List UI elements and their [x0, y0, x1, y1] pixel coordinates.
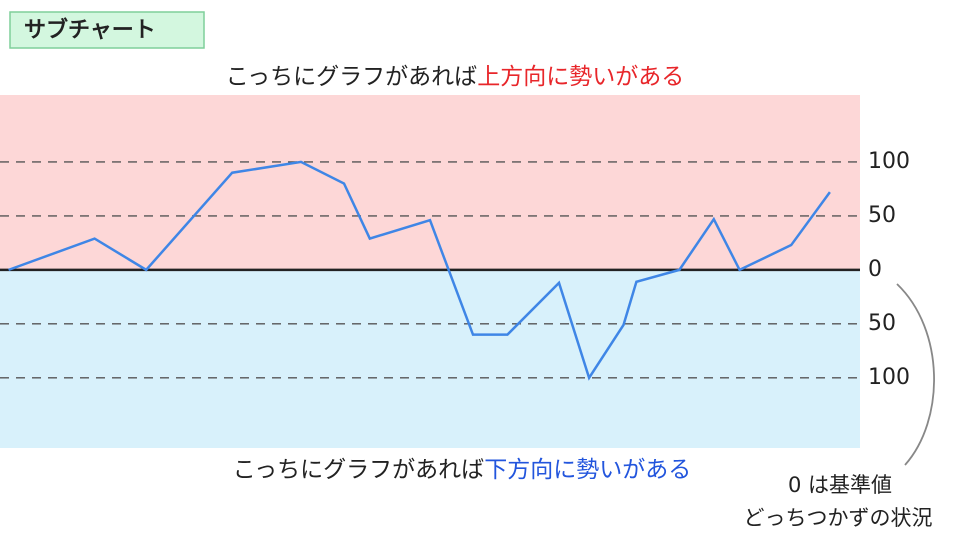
caption-text: こっちにグラフがあれば — [226, 64, 477, 90]
series-line — [8, 160, 831, 381]
badge-box — [9, 11, 205, 49]
bottom-caption: こっちにグラフがあれば下方向に勢いがある — [233, 457, 691, 483]
positive-zone — [0, 95, 860, 270]
caption-text: こっちにグラフがあれば — [233, 457, 484, 483]
note-line: 0 は基準値 — [788, 473, 892, 497]
caption-emphasis: 下方向に勢いがある — [484, 457, 691, 483]
top-caption: こっちにグラフがあれば上方向に勢いがある — [226, 64, 684, 90]
y-tick-label: 100 — [868, 149, 910, 174]
y-tick-label: 100 — [868, 365, 910, 390]
negative-zone — [0, 269, 860, 448]
plot-area — [0, 95, 860, 448]
y-tick-label: 50 — [868, 311, 896, 336]
y-tick-label: 50 — [868, 203, 896, 228]
badge: サブチャート — [24, 17, 156, 43]
y-tick-label: 0 — [868, 257, 882, 282]
caption-emphasis: 上方向に勢いがある — [477, 64, 684, 90]
note-line: どっちつかずの状況 — [744, 506, 933, 530]
note-connector — [896, 283, 935, 466]
